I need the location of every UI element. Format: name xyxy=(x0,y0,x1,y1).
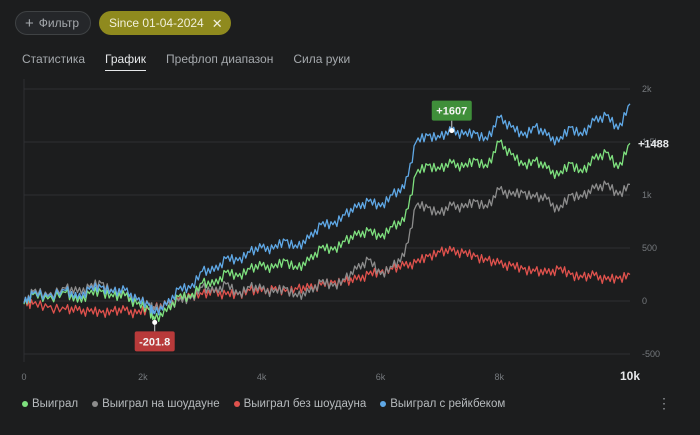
legend-dot-won-rakeback xyxy=(380,401,387,407)
annotation-label: +1607 xyxy=(436,106,467,118)
date-filter-chip[interactable]: Since 01-04-2024 ✕ xyxy=(99,11,231,35)
plus-icon: + xyxy=(25,14,34,32)
close-icon[interactable]: ✕ xyxy=(211,15,223,31)
tab-statistics[interactable]: Статистика xyxy=(22,52,86,66)
legend-item-won-rakeback[interactable]: Выиграл с рейкбеком xyxy=(380,398,505,410)
x-tick-label: 4k xyxy=(257,372,267,382)
legend-item-won-showdown[interactable]: Выиграл на шоудауне xyxy=(92,398,220,410)
y-tick-label: 0 xyxy=(642,296,647,306)
tab-bar: Статистика График Префлоп диапазон Сила … xyxy=(22,52,350,71)
legend-item-won[interactable]: Выиграл xyxy=(22,398,78,410)
series-line xyxy=(23,139,631,322)
x-tick-label: 0 xyxy=(21,372,26,382)
tab-preflop-range[interactable]: Префлоп диапазон xyxy=(166,52,274,66)
chart-legend: Выиграл Выиграл на шоудауне Выиграл без … xyxy=(22,398,505,410)
y-tick-label: -500 xyxy=(642,349,660,359)
y-tick-label: 500 xyxy=(642,243,657,253)
filter-button-label: Фильтр xyxy=(38,16,80,30)
annotation-badge xyxy=(431,100,472,121)
annotation-badge xyxy=(134,331,175,352)
tab-hand-strength[interactable]: Сила руки xyxy=(293,52,351,66)
legend-dot-won-showdown xyxy=(92,401,99,407)
x-tick-label: 6k xyxy=(376,372,386,382)
series-line xyxy=(23,103,631,316)
date-filter-label: Since 01-04-2024 xyxy=(109,16,204,30)
filter-button[interactable]: + Фильтр xyxy=(15,11,92,35)
x-tick-label: 2k xyxy=(138,372,148,382)
legend-label-won-no-showdown: Выиграл без шоудауна xyxy=(243,398,367,410)
legend-label-won-showdown: Выиграл на шоудауне xyxy=(102,398,220,410)
annotation-label: -201.8 xyxy=(139,336,170,348)
annotation-point xyxy=(449,128,455,134)
legend-dot-won xyxy=(22,401,28,407)
kebab-menu-icon[interactable]: ⋮ xyxy=(657,395,671,411)
y-tick-label: 1.5k xyxy=(642,137,660,147)
legend-dot-won-no-showdown xyxy=(233,401,240,407)
legend-label-won-rakeback: Выиграл с рейкбеком xyxy=(390,398,506,410)
winnings-chart: 2k 1.5k 1k 500 0 -500 0 2k 4k 6k 8k 10k +1607 -201.8 +… xyxy=(21,79,669,383)
x-tick-label: 10k xyxy=(620,369,640,383)
legend-item-won-no-showdown[interactable]: Выиграл без шоудауна xyxy=(233,398,367,410)
end-value-label: +1488 xyxy=(638,138,669,150)
annotation-point xyxy=(152,319,158,325)
x-tick-label: 8k xyxy=(495,372,505,382)
legend-label-won: Выиграл xyxy=(32,398,79,410)
tab-graph[interactable]: График xyxy=(105,52,147,71)
y-tick-label: 1k xyxy=(642,190,652,200)
y-tick-label: 2k xyxy=(642,84,652,94)
